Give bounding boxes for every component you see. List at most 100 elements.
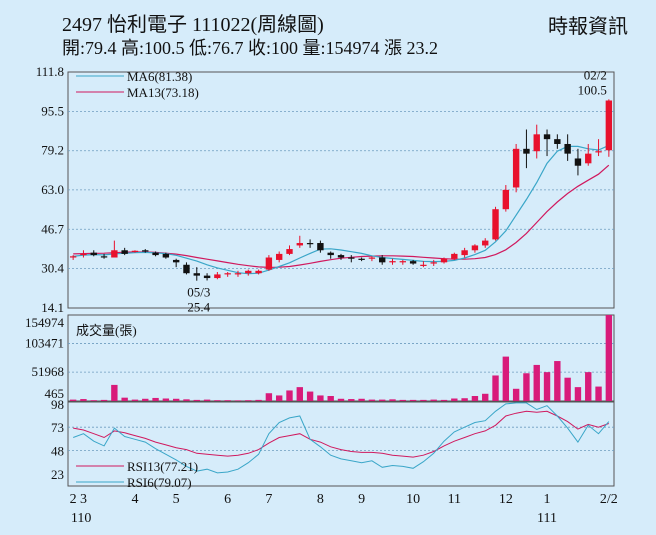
volume-bar bbox=[605, 315, 613, 401]
candle-body bbox=[193, 273, 200, 276]
legend-ma13: MA13(73.18) bbox=[127, 85, 199, 100]
x-year-label-111: 111 bbox=[537, 511, 557, 526]
price-y-tick: 30.4 bbox=[41, 261, 64, 276]
candle-body bbox=[358, 258, 365, 260]
volume-bar bbox=[131, 399, 139, 401]
volume-bar bbox=[203, 399, 211, 401]
candle-body bbox=[121, 250, 128, 254]
x-tick-label: 3 bbox=[80, 492, 87, 507]
volume-bar bbox=[121, 397, 128, 401]
volume-bar bbox=[440, 399, 448, 401]
candle-body bbox=[368, 257, 376, 259]
candle-body bbox=[461, 250, 468, 256]
volume-y-tick: 51968 bbox=[32, 364, 65, 379]
price-y-tick: 95.5 bbox=[41, 103, 64, 118]
x-tick-label: 12 bbox=[499, 492, 513, 507]
x-tick-label: 4 bbox=[131, 492, 138, 507]
volume-bar bbox=[265, 393, 273, 401]
volume-bar bbox=[543, 372, 551, 401]
candle-body bbox=[69, 256, 77, 258]
volume-title: 成交量(張) bbox=[76, 323, 137, 338]
candle-body bbox=[451, 253, 458, 259]
candle-body bbox=[214, 274, 221, 279]
candle-body bbox=[409, 261, 417, 264]
x-tick-label: 2 bbox=[70, 492, 77, 507]
candle-body bbox=[306, 243, 314, 245]
candle-body bbox=[142, 250, 149, 252]
candle-body bbox=[523, 148, 530, 154]
candle-body bbox=[595, 151, 602, 153]
candle-body bbox=[296, 243, 303, 246]
ma6-line bbox=[73, 144, 610, 275]
candle-body bbox=[420, 264, 427, 266]
candle-body bbox=[605, 100, 613, 151]
candle-body bbox=[502, 189, 510, 210]
candle-body bbox=[183, 264, 190, 274]
x-tick-label: 6 bbox=[224, 492, 231, 507]
volume-y-tick: 154974 bbox=[25, 315, 65, 330]
candle-body bbox=[399, 261, 407, 263]
candle-body bbox=[337, 255, 345, 258]
candle-body bbox=[131, 250, 139, 252]
x-tick-label: 7 bbox=[265, 492, 272, 507]
volume-bar bbox=[214, 400, 221, 401]
volume-bar bbox=[533, 364, 540, 401]
candle-body bbox=[430, 262, 437, 264]
volume-bar bbox=[523, 373, 530, 401]
volume-bar bbox=[409, 399, 417, 401]
x-tick-label: 10 bbox=[406, 492, 420, 507]
volume-bar bbox=[317, 395, 324, 401]
volume-bar bbox=[502, 356, 510, 401]
candle-body bbox=[564, 143, 571, 154]
rsi-y-tick: 73 bbox=[51, 420, 64, 435]
volume-bar bbox=[183, 399, 190, 401]
high-value-label: 100.5 bbox=[578, 82, 607, 97]
candle-body bbox=[80, 253, 87, 256]
candle-body bbox=[554, 139, 561, 144]
volume-bar bbox=[389, 399, 396, 401]
volume-bar bbox=[420, 399, 427, 401]
volume-bar bbox=[275, 395, 283, 401]
volume-bar bbox=[379, 399, 386, 401]
candle-body bbox=[512, 148, 520, 188]
candle-body bbox=[286, 249, 293, 254]
volume-bar bbox=[451, 398, 458, 401]
x-tick-label: 11 bbox=[448, 492, 461, 507]
candle-body bbox=[482, 240, 489, 246]
candle-body bbox=[317, 243, 324, 251]
x-tick-label: 1 bbox=[544, 492, 551, 507]
rsi-y-tick: 48 bbox=[51, 444, 64, 459]
volume-bar bbox=[471, 396, 479, 401]
candle-body bbox=[585, 153, 592, 164]
volume-bar bbox=[358, 398, 365, 401]
volume-bar bbox=[585, 372, 592, 401]
x-year-label-110: 110 bbox=[71, 511, 91, 526]
rsi6-line bbox=[73, 402, 610, 474]
candle-body bbox=[203, 275, 211, 279]
candle-body bbox=[543, 134, 551, 140]
volume-bar bbox=[337, 398, 345, 401]
low-value-label: 25.4 bbox=[187, 300, 210, 315]
candle-body bbox=[111, 250, 118, 258]
panel-frame-3 bbox=[67, 401, 615, 487]
candle-body bbox=[574, 158, 582, 166]
ma13-line bbox=[73, 164, 610, 269]
candle-body bbox=[255, 270, 262, 274]
candle-body bbox=[348, 257, 355, 259]
price-y-tick: 79.2 bbox=[41, 143, 64, 158]
volume-bar bbox=[172, 398, 180, 401]
candle-body bbox=[533, 134, 540, 152]
source-label: 時報資訊 bbox=[548, 16, 628, 38]
candle-body bbox=[152, 252, 159, 256]
x-tick-label: 8 bbox=[317, 492, 324, 507]
volume-bar bbox=[327, 396, 334, 401]
candle-body bbox=[471, 245, 479, 251]
candle-body bbox=[492, 209, 499, 240]
x-tick-label: 5 bbox=[173, 492, 180, 507]
candle-body bbox=[327, 252, 334, 256]
rsi13-line bbox=[73, 410, 609, 458]
candle-body bbox=[100, 256, 108, 258]
volume-bar bbox=[69, 399, 77, 401]
volume-bar bbox=[574, 387, 582, 401]
legend-rsi13: RSI13(77.21) bbox=[127, 459, 198, 474]
